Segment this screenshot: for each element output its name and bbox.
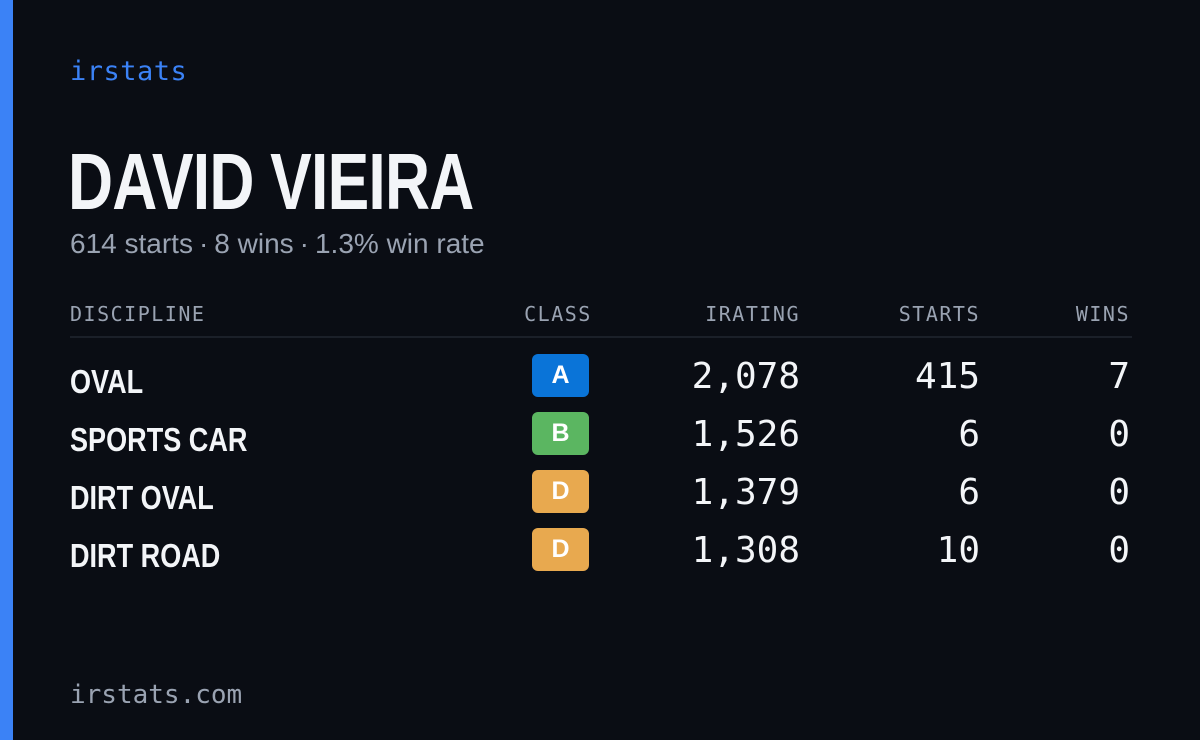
wins-cell: 7 (1108, 356, 1130, 397)
table-row: OVAL A 2,078 415 7 (70, 354, 1132, 412)
discipline-cell: SPORTS CAR (70, 421, 248, 458)
header-wins: WINS (1075, 302, 1130, 326)
accent-bar (0, 0, 13, 740)
table-row: DIRT OVAL D 1,379 6 0 (70, 470, 1132, 528)
discipline-cell: DIRT OVAL (70, 479, 214, 516)
starts-cell: 10 (936, 530, 980, 571)
summary-separator: · (198, 228, 209, 259)
header-irating: IRATING (705, 302, 800, 326)
header-discipline: DISCIPLINE (70, 302, 206, 326)
header-starts: STARTS (898, 302, 980, 326)
discipline-cell: DIRT ROAD (70, 537, 221, 574)
table-header: DISCIPLINE CLASS IRATING STARTS WINS (70, 298, 1132, 338)
irating-cell: 1,379 (691, 472, 800, 513)
stats-table: DISCIPLINE CLASS IRATING STARTS WINS OVA… (70, 298, 1132, 586)
starts-cell: 415 (914, 356, 980, 397)
summary-separator: · (299, 228, 309, 259)
header-class: CLASS (524, 302, 592, 326)
class-badge: D (532, 528, 589, 571)
irating-cell: 2,078 (691, 356, 800, 397)
summary-win-rate: 1.3% win rate (314, 228, 485, 259)
class-badge: D (532, 470, 589, 513)
footer-url: irstats.com (70, 680, 243, 710)
table-row: DIRT ROAD D 1,308 10 0 (70, 528, 1132, 586)
table-body: OVAL A 2,078 415 7 SPORTS CAR B 1,526 6 … (70, 354, 1132, 586)
starts-cell: 6 (958, 472, 980, 513)
class-badge: B (532, 412, 589, 455)
class-badge: A (532, 354, 589, 397)
driver-summary: 614 starts · 8 wins · 1.3% win rate (70, 228, 485, 260)
summary-wins: 8 wins (214, 228, 294, 259)
wins-cell: 0 (1108, 472, 1130, 513)
wins-cell: 0 (1108, 414, 1130, 455)
brand-logo: irstats (70, 56, 188, 87)
summary-starts: 614 starts (70, 228, 193, 259)
wins-cell: 0 (1108, 530, 1130, 571)
table-row: SPORTS CAR B 1,526 6 0 (70, 412, 1132, 470)
irating-cell: 1,526 (691, 414, 800, 455)
driver-name: DAVID VIEIRA (68, 137, 474, 226)
irating-cell: 1,308 (691, 530, 800, 571)
starts-cell: 6 (958, 414, 980, 455)
discipline-cell: OVAL (70, 363, 144, 400)
